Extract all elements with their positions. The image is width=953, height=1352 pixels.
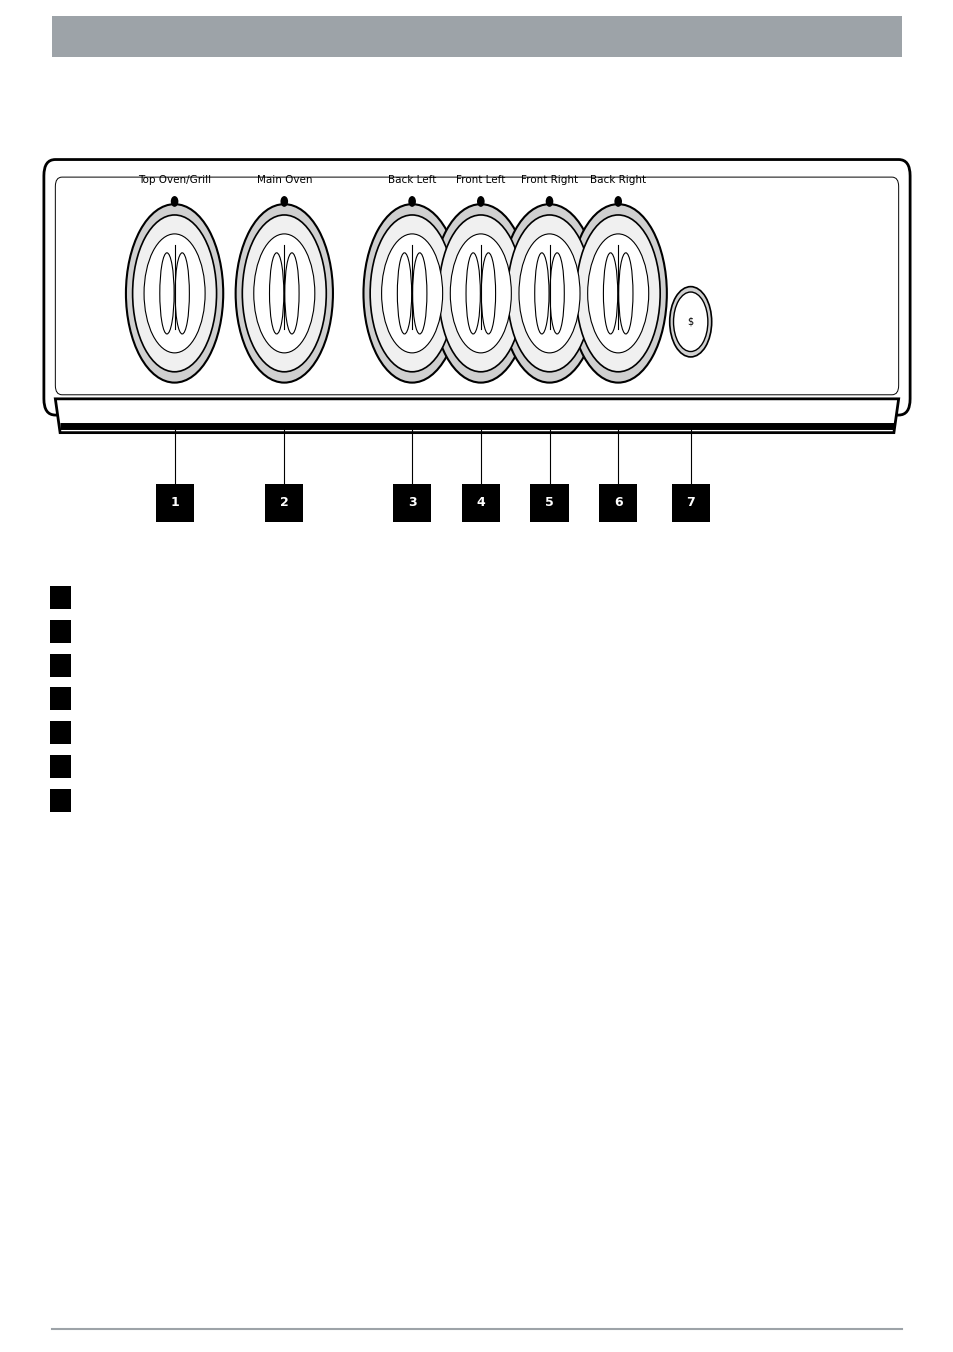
Bar bbox=[530, 484, 568, 522]
Bar bbox=[52, 16, 901, 57]
Ellipse shape bbox=[370, 215, 454, 372]
Text: Back Right: Back Right bbox=[590, 176, 645, 185]
Ellipse shape bbox=[569, 204, 666, 383]
Ellipse shape bbox=[242, 215, 326, 372]
Ellipse shape bbox=[507, 215, 591, 372]
Text: Front Left: Front Left bbox=[456, 176, 505, 185]
Bar bbox=[50, 754, 71, 777]
Text: 3: 3 bbox=[407, 496, 416, 510]
Text: 2: 2 bbox=[279, 496, 289, 510]
Ellipse shape bbox=[673, 292, 707, 352]
Text: 1: 1 bbox=[170, 496, 179, 510]
Bar bbox=[671, 484, 709, 522]
Ellipse shape bbox=[518, 234, 579, 353]
Text: Main Oven: Main Oven bbox=[256, 176, 312, 185]
Ellipse shape bbox=[587, 234, 648, 353]
Text: $: $ bbox=[687, 316, 693, 327]
Ellipse shape bbox=[363, 204, 460, 383]
Bar bbox=[265, 484, 303, 522]
Bar bbox=[155, 484, 193, 522]
Bar bbox=[50, 654, 71, 677]
Circle shape bbox=[171, 196, 178, 207]
Ellipse shape bbox=[132, 215, 216, 372]
Ellipse shape bbox=[381, 234, 442, 353]
Ellipse shape bbox=[253, 234, 314, 353]
Text: 4: 4 bbox=[476, 496, 485, 510]
Circle shape bbox=[280, 196, 288, 207]
Text: Back Left: Back Left bbox=[388, 176, 436, 185]
Circle shape bbox=[476, 196, 484, 207]
Polygon shape bbox=[55, 399, 898, 433]
Text: 6: 6 bbox=[613, 496, 622, 510]
Bar bbox=[50, 585, 71, 608]
Bar bbox=[461, 484, 499, 522]
Ellipse shape bbox=[669, 287, 711, 357]
Circle shape bbox=[614, 196, 621, 207]
Ellipse shape bbox=[126, 204, 223, 383]
Ellipse shape bbox=[500, 204, 598, 383]
Bar bbox=[50, 619, 71, 642]
Ellipse shape bbox=[144, 234, 205, 353]
Bar bbox=[50, 788, 71, 811]
Ellipse shape bbox=[450, 234, 511, 353]
Ellipse shape bbox=[432, 204, 529, 383]
Bar bbox=[598, 484, 637, 522]
Circle shape bbox=[545, 196, 553, 207]
Text: 5: 5 bbox=[544, 496, 554, 510]
Bar bbox=[393, 484, 431, 522]
Bar bbox=[50, 722, 71, 744]
Text: Top Oven/Grill: Top Oven/Grill bbox=[138, 176, 211, 185]
Text: Front Right: Front Right bbox=[520, 176, 578, 185]
Ellipse shape bbox=[235, 204, 333, 383]
FancyBboxPatch shape bbox=[44, 160, 909, 415]
Circle shape bbox=[408, 196, 416, 207]
Text: 7: 7 bbox=[685, 496, 695, 510]
Bar bbox=[50, 687, 71, 711]
Ellipse shape bbox=[576, 215, 659, 372]
Ellipse shape bbox=[438, 215, 522, 372]
